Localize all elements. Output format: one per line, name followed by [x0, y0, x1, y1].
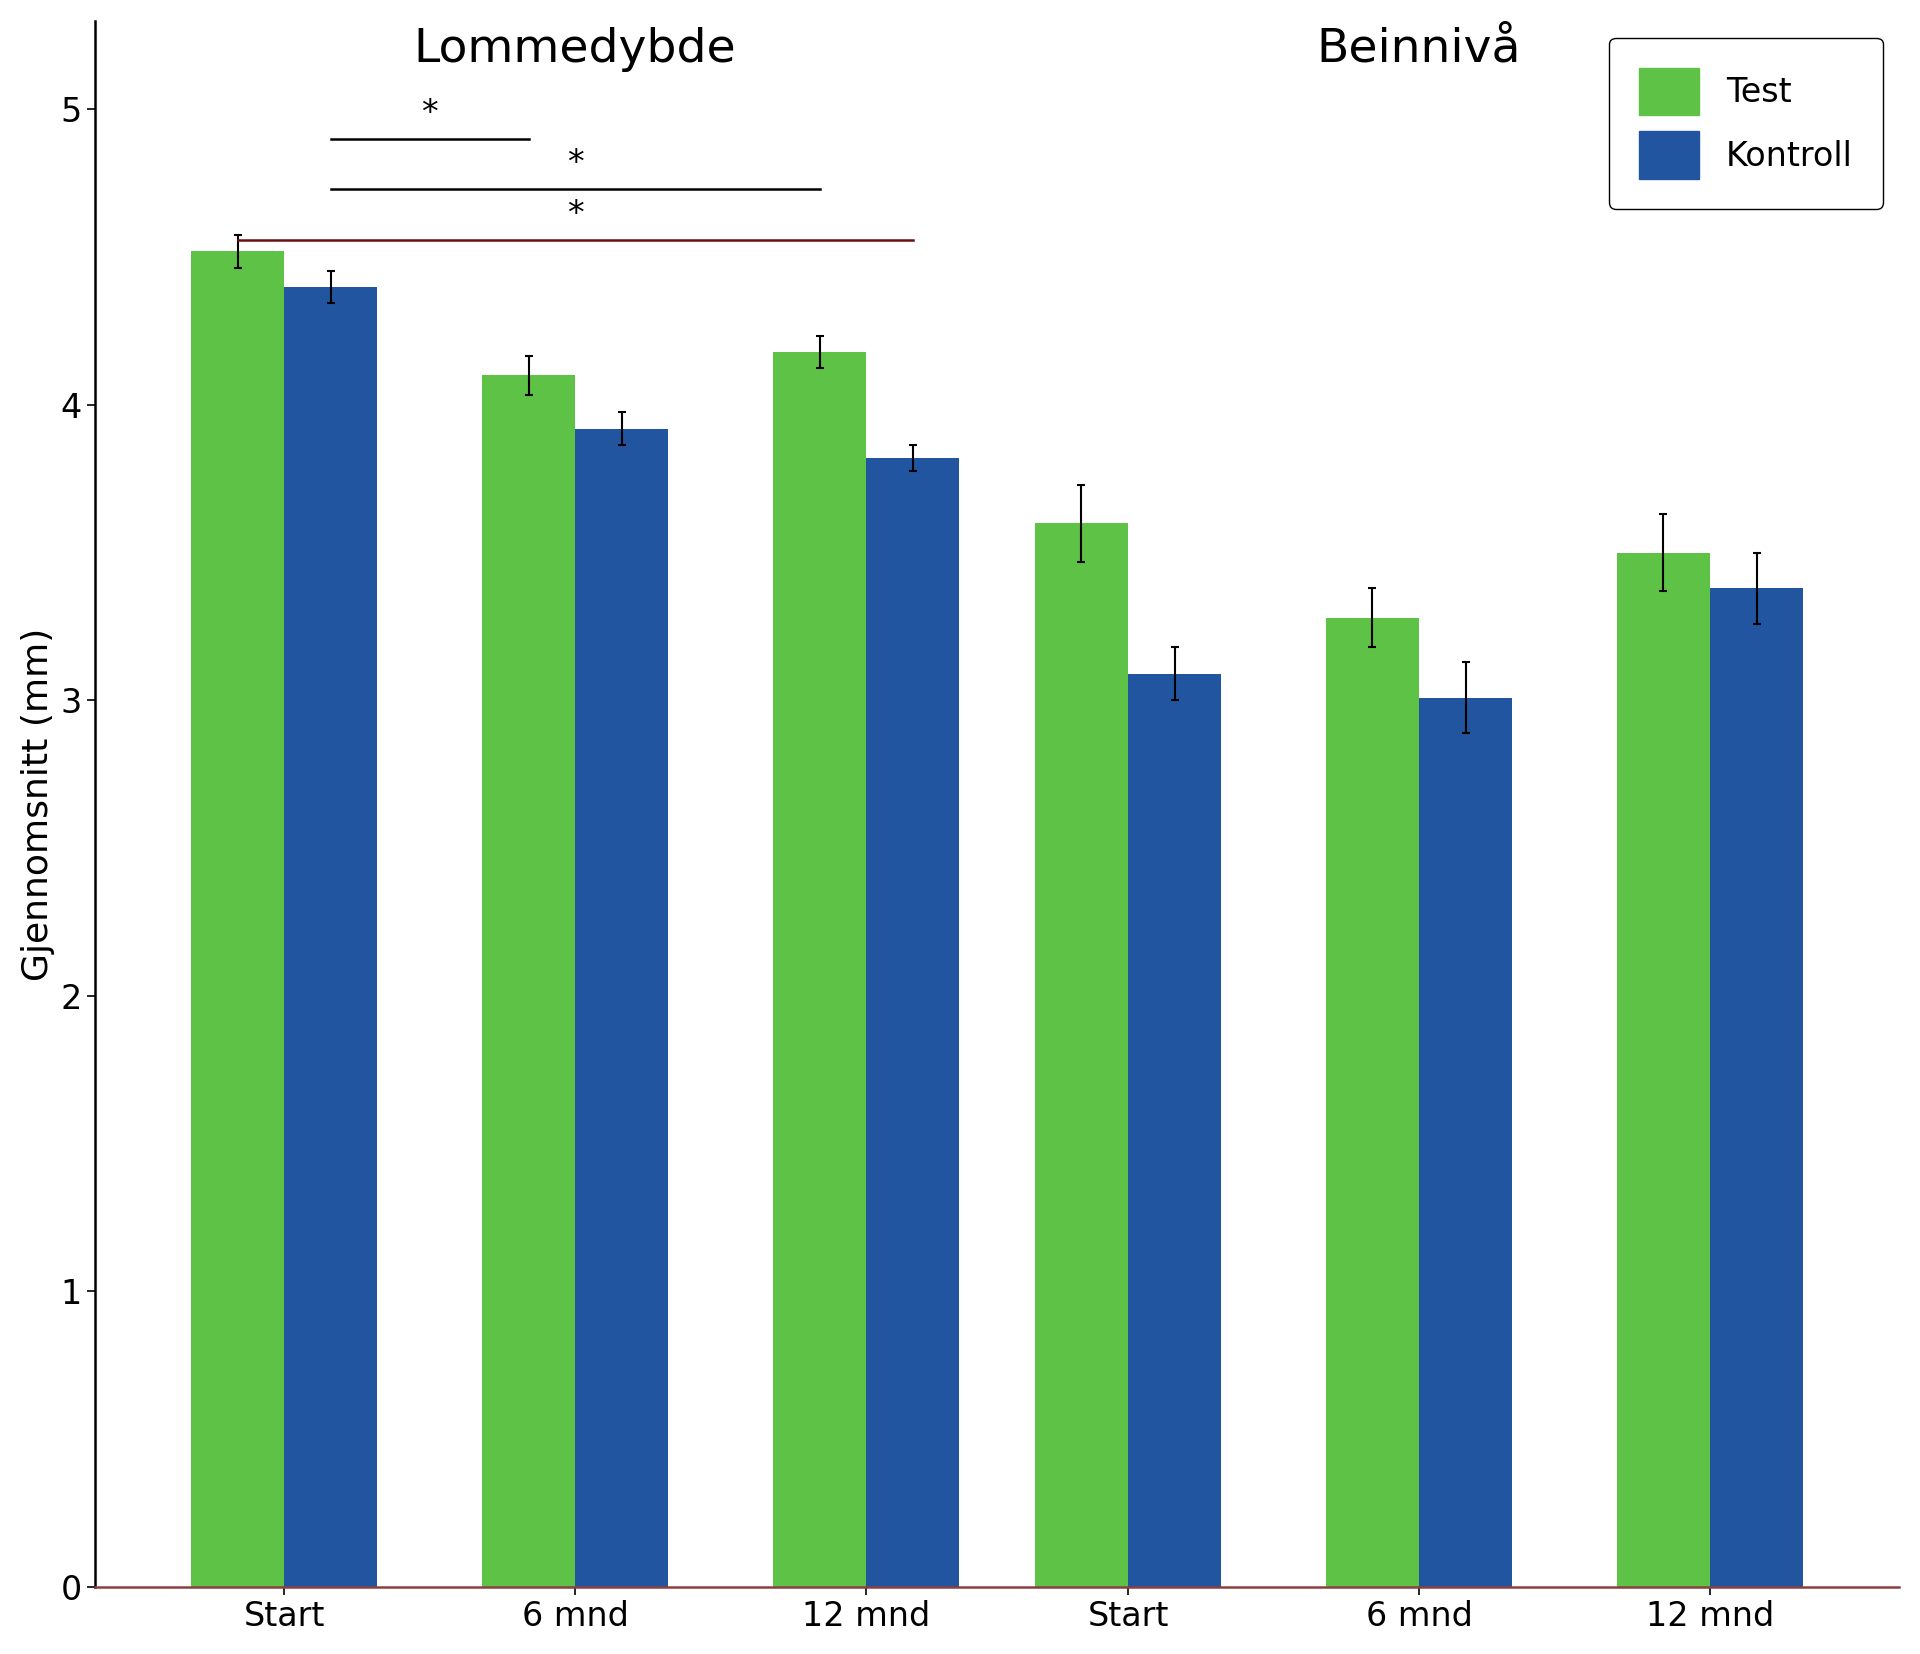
Bar — [1035, 523, 1129, 1586]
Text: *: * — [420, 98, 438, 131]
Bar — [866, 458, 960, 1586]
Bar — [1327, 617, 1419, 1586]
Bar — [284, 286, 376, 1586]
Bar — [1617, 552, 1711, 1586]
Text: Beinnivå: Beinnivå — [1317, 26, 1521, 71]
Bar — [190, 251, 284, 1586]
Bar — [576, 428, 668, 1586]
Bar — [482, 375, 576, 1586]
Text: *: * — [566, 147, 584, 180]
Bar — [774, 352, 866, 1586]
Text: *: * — [566, 197, 584, 230]
Legend: Test, Kontroll: Test, Kontroll — [1609, 38, 1882, 208]
Bar — [1711, 589, 1803, 1586]
Y-axis label: Gjennomsnitt (mm): Gjennomsnitt (mm) — [21, 627, 56, 981]
Bar — [1129, 673, 1221, 1586]
Text: Lommedybde: Lommedybde — [415, 26, 737, 71]
Bar — [1419, 698, 1513, 1586]
